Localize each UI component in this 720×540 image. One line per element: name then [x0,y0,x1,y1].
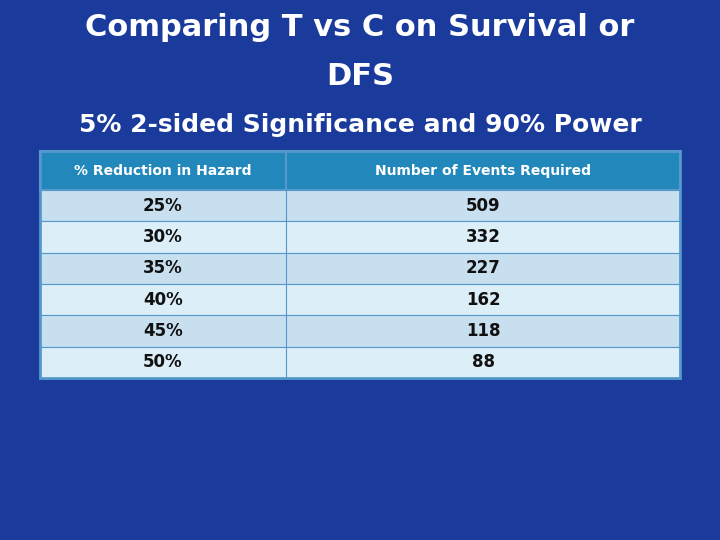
Text: 332: 332 [466,228,501,246]
Text: 45%: 45% [143,322,183,340]
Text: % Reduction in Hazard: % Reduction in Hazard [74,164,252,178]
FancyBboxPatch shape [40,190,680,221]
FancyBboxPatch shape [40,221,680,253]
Text: 118: 118 [466,322,500,340]
Text: 40%: 40% [143,291,183,309]
Text: 25%: 25% [143,197,183,215]
Text: 162: 162 [466,291,500,309]
Text: DFS: DFS [326,62,394,91]
Text: 509: 509 [466,197,500,215]
FancyBboxPatch shape [40,315,680,347]
Text: 227: 227 [466,259,501,278]
FancyBboxPatch shape [40,151,680,190]
Text: Comparing T vs C on Survival or: Comparing T vs C on Survival or [85,14,635,43]
Text: 5% 2-sided Significance and 90% Power: 5% 2-sided Significance and 90% Power [78,113,642,137]
Text: 88: 88 [472,353,495,372]
Text: Number of Events Required: Number of Events Required [375,164,591,178]
FancyBboxPatch shape [40,253,680,284]
FancyBboxPatch shape [40,347,680,378]
Text: 35%: 35% [143,259,183,278]
Text: 50%: 50% [143,353,183,372]
Text: 30%: 30% [143,228,183,246]
FancyBboxPatch shape [40,284,680,315]
